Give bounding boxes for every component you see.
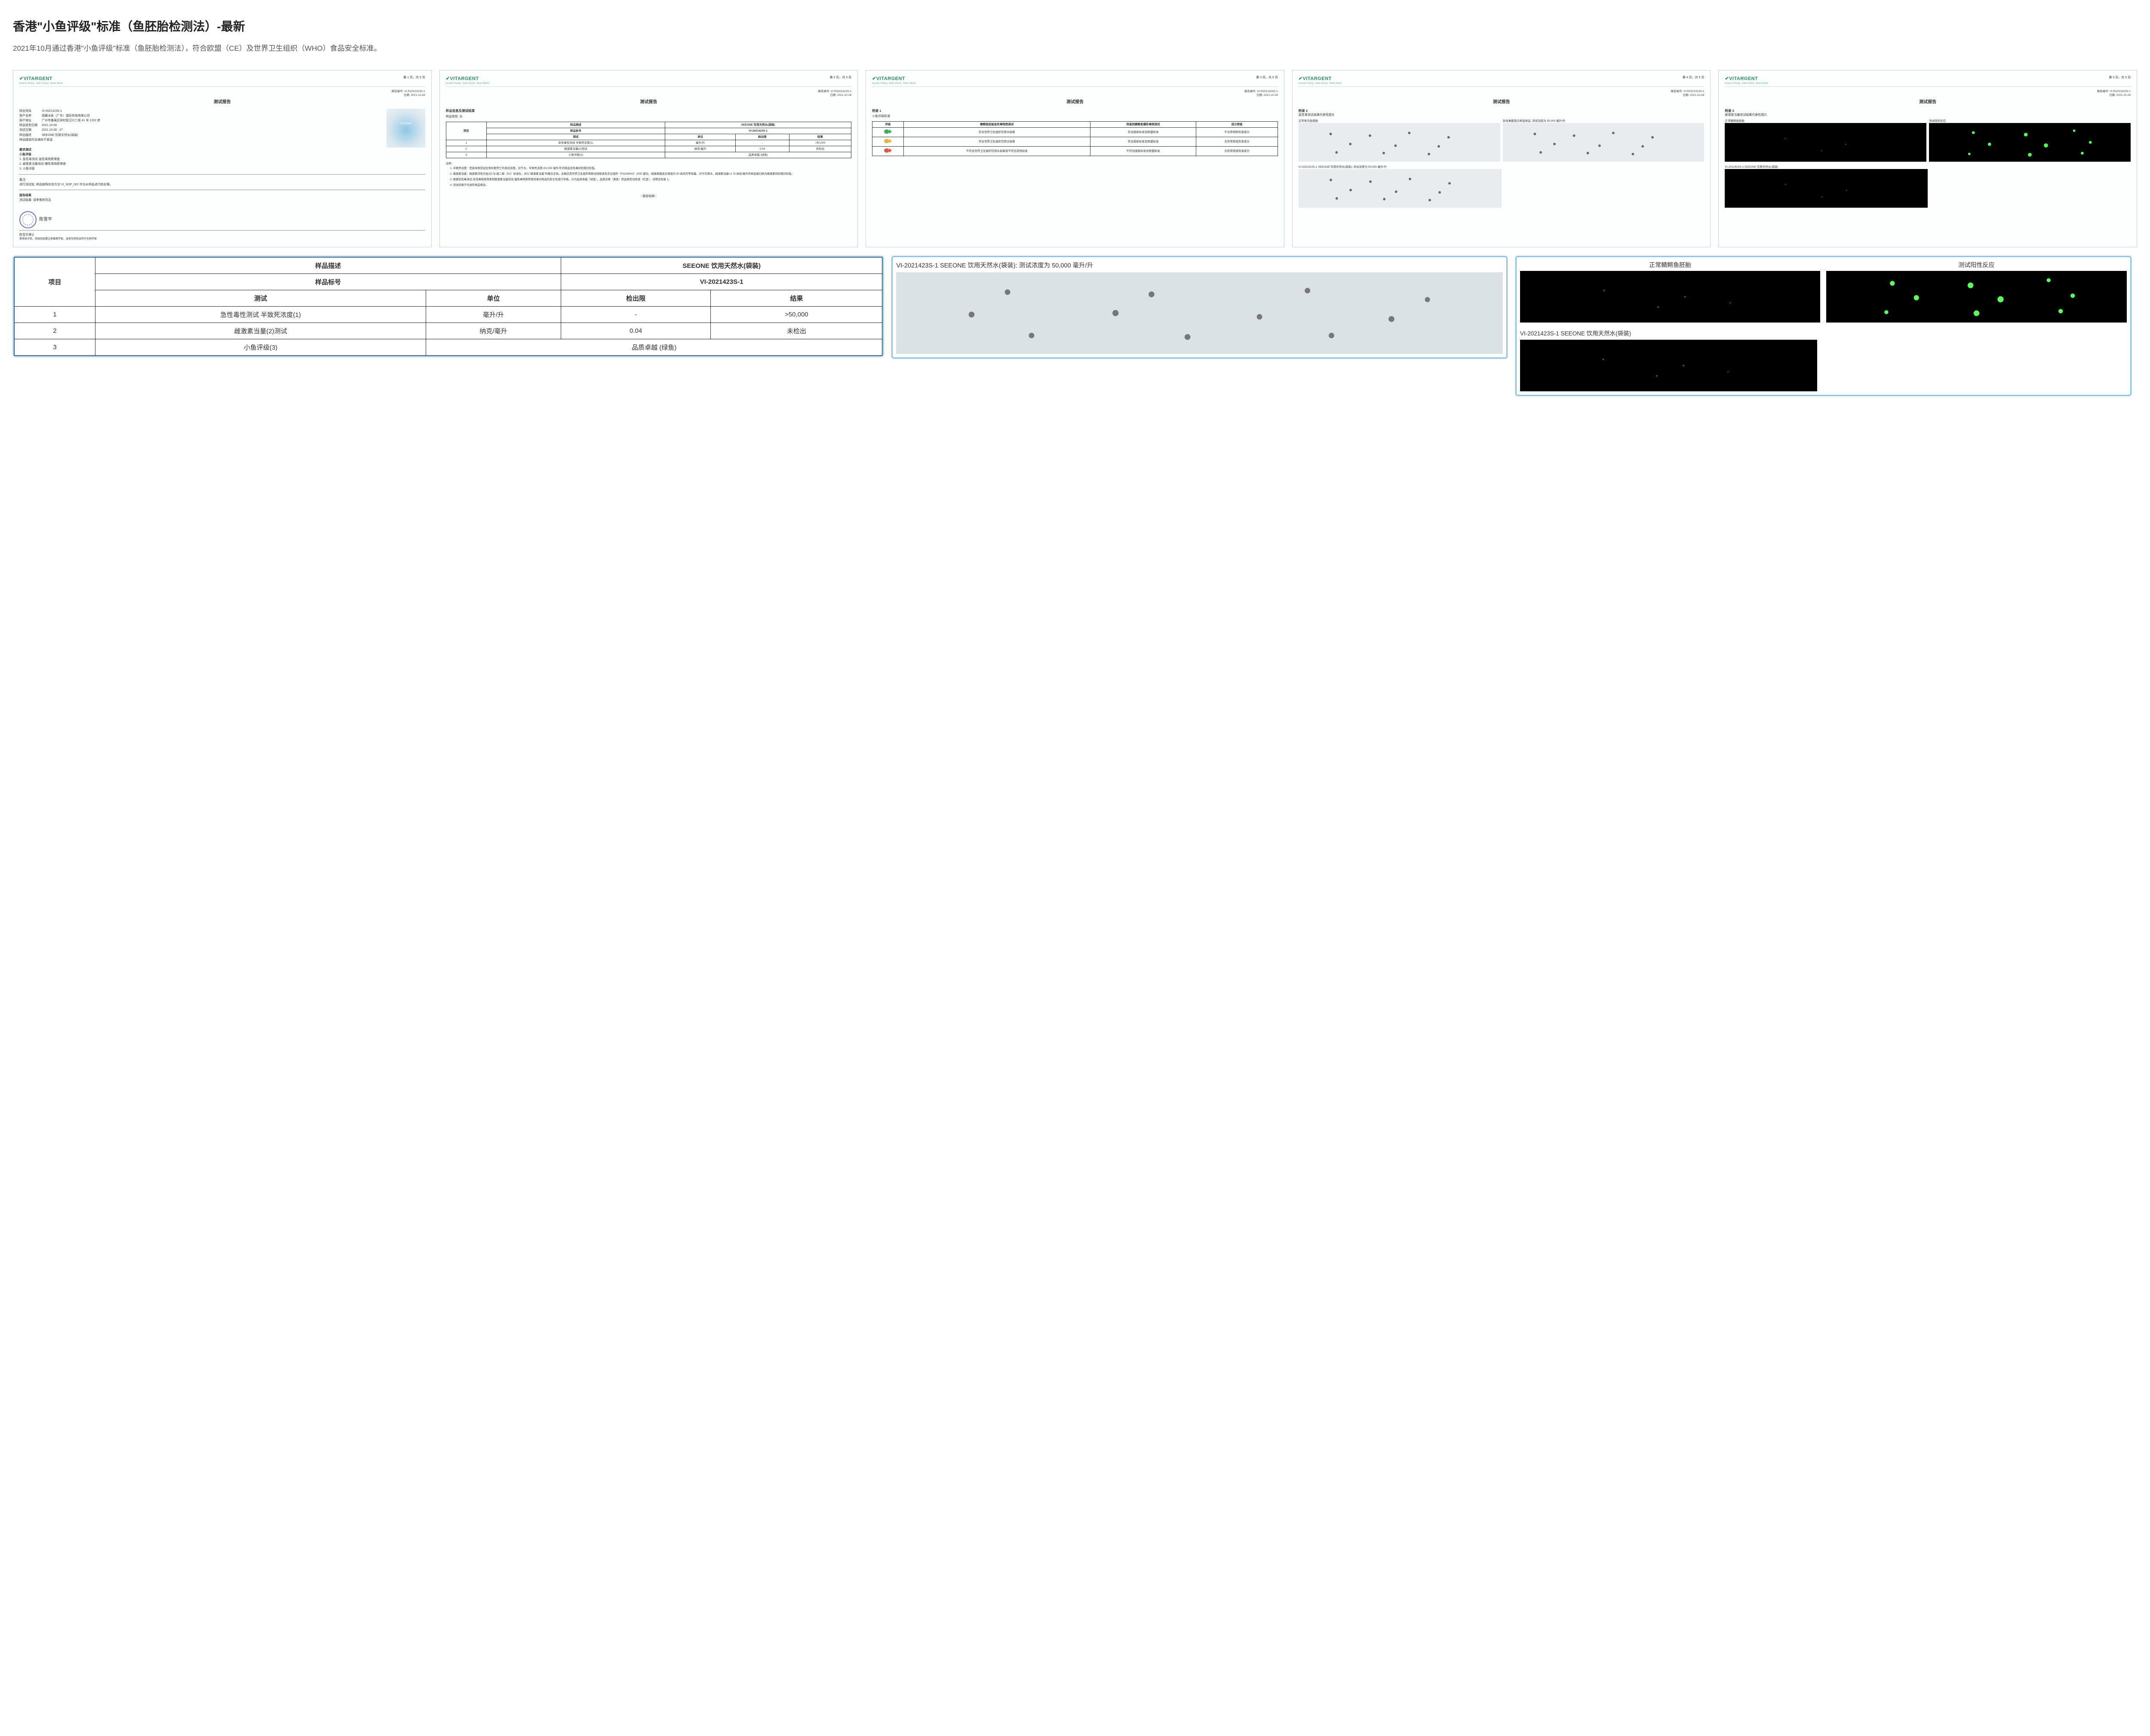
report-title: 测试报告 [19, 99, 425, 105]
vitargent-logo: ✔VITARGENT [19, 76, 62, 82]
callout-results-table: 项目 样品描述 SEEONE 饮用天然水(袋装) 样品标号 VI-2021423… [13, 256, 884, 357]
report-page-4: ✔VITARGENTSmarter Testing · Safer Choice… [1292, 70, 1711, 247]
table-row: 2 雌激素当量(2)测试 纳克/毫升 0.04 未检出 [15, 323, 882, 339]
fluor-positive-large [1826, 271, 2126, 323]
sample-fields: 样品号码 VI-2021423S-1 客户名称 西藏冰泉（广东）国际贸易有限公司… [19, 109, 425, 242]
table-row: 3 小鱼评级(3) 品质卓越 (绿鱼) [15, 339, 882, 356]
callout-embryo-image: VI-2021423S-1 SEEONE 饮用天然水(袋装): 测试浓度为 50… [891, 256, 1508, 359]
yellow-fish-icon [884, 138, 892, 144]
callout-fluorescence: 正常鲭鳉鱼胚胎 测试阳性反应 VI-2021423S-1 SEEONE 饮用天然… [1515, 256, 2132, 396]
report-page-5: ✔VITARGENTSmarter Testing · Safer Choice… [1718, 70, 2137, 247]
embryo-image-sample [1299, 169, 1502, 208]
fluor-image-positive [1929, 123, 2131, 162]
embryo-image-normal [1299, 123, 1500, 162]
table-row: 1 急性毒性测试 半致死浓度(1) 毫升/升 - >50,000 [15, 307, 882, 323]
product-photo [387, 109, 425, 147]
report-pages-row: ✔VITARGENT Smarter Testing · Safer Choic… [13, 70, 2137, 247]
fluor-sample-large [1520, 340, 1817, 391]
report-page-2: ✔VITARGENT Smarter Testing · Safer Choic… [439, 70, 858, 247]
rating-criteria-table: 评级鲭鳉鱼胚胎急性毒物质测试转基因鲭鳉鱼慢性毒物测试成分筛查 符合世界卫生组织饮… [872, 121, 1278, 156]
vitargent-logo: ✔VITARGENT [446, 76, 489, 82]
stamp-icon [19, 211, 37, 228]
page-subtitle: 2021年10月通过香港"小鱼评级"标准（鱼胚胎检测法），符合欧盟（CE）及世界… [13, 42, 2137, 53]
logo-tagline: Smarter Testing · Safer Choice · Better … [19, 82, 62, 85]
signature: 陈雪平 [39, 217, 52, 222]
fluor-image-sample [1725, 169, 1928, 208]
report-page-3: ✔VITARGENTSmarter Testing · Safer Choice… [866, 70, 1284, 247]
fluor-image-normal [1725, 123, 1926, 162]
fluor-normal-large [1520, 271, 1820, 323]
green-fish-icon [884, 129, 892, 135]
embryo-image-ref [1503, 123, 1705, 162]
report-page-1: ✔VITARGENT Smarter Testing · Safer Choic… [13, 70, 432, 247]
page-number: 第 1 页，共 5 页 [403, 76, 425, 80]
callouts-row: 项目 样品描述 SEEONE 饮用天然水(袋装) 样品标号 VI-2021423… [13, 256, 2137, 396]
footnotes: 注释： 1. 半致死浓度：是指导致受试生物半数死亡的测试浓度。对于水，半致死浓度… [446, 162, 852, 187]
page-title: 香港"小鱼评级"标准（鱼胚胎检测法）-最新 [13, 17, 2137, 34]
results-table-mini: 项目样品描述SEEONE 饮用天然水(袋装) 样品标号VI-2021423S-1… [446, 122, 852, 159]
embryo-image-large [896, 272, 1503, 354]
red-fish-icon [884, 147, 892, 154]
